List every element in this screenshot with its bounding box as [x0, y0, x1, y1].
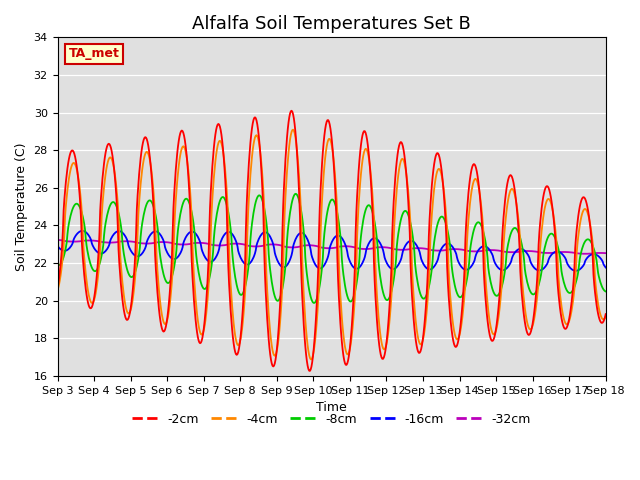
Line: -32cm: -32cm — [58, 240, 605, 254]
-8cm — [310, 300, 317, 306]
-32cm — [63, 239, 71, 244]
-32cm — [175, 241, 183, 247]
Title: Alfalfa Soil Temperatures Set B: Alfalfa Soil Temperatures Set B — [192, 15, 471, 33]
-32cm — [205, 241, 212, 247]
-8cm — [63, 231, 71, 237]
-8cm — [175, 216, 183, 222]
Line: -4cm: -4cm — [58, 130, 605, 360]
-8cm — [602, 288, 609, 294]
-2cm — [416, 350, 424, 356]
-4cm — [308, 357, 316, 362]
-8cm — [400, 209, 408, 215]
-8cm — [416, 289, 424, 295]
-4cm — [400, 157, 408, 163]
-4cm — [63, 187, 71, 193]
-2cm — [306, 368, 314, 374]
-16cm — [205, 259, 213, 264]
-32cm — [54, 237, 61, 243]
-2cm — [63, 166, 71, 171]
Legend: -2cm, -4cm, -8cm, -16cm, -32cm: -2cm, -4cm, -8cm, -16cm, -32cm — [127, 408, 536, 431]
-16cm — [602, 264, 609, 270]
-2cm — [400, 147, 408, 153]
-8cm — [120, 251, 128, 257]
-32cm — [120, 239, 128, 244]
-8cm — [54, 262, 61, 268]
Line: -8cm: -8cm — [58, 194, 605, 303]
-8cm — [205, 279, 212, 285]
-16cm — [415, 247, 423, 253]
-32cm — [398, 247, 406, 252]
-2cm — [120, 307, 128, 313]
-16cm — [177, 251, 184, 256]
-4cm — [205, 285, 212, 290]
-4cm — [602, 313, 609, 319]
-4cm — [175, 157, 183, 163]
-2cm — [205, 258, 212, 264]
-16cm — [572, 268, 580, 274]
-2cm — [288, 108, 296, 114]
-4cm — [120, 292, 128, 298]
-32cm — [602, 250, 609, 256]
-8cm — [292, 191, 300, 197]
Text: TA_met: TA_met — [68, 48, 120, 60]
-16cm — [121, 232, 129, 238]
-4cm — [416, 340, 424, 346]
X-axis label: Time: Time — [316, 401, 347, 414]
Line: -2cm: -2cm — [58, 111, 605, 371]
Y-axis label: Soil Temperature (C): Soil Temperature (C) — [15, 143, 28, 271]
-16cm — [54, 243, 61, 249]
-2cm — [54, 285, 61, 291]
-16cm — [399, 248, 407, 254]
-2cm — [175, 133, 183, 139]
-2cm — [602, 311, 609, 317]
-16cm — [63, 247, 71, 253]
-32cm — [581, 251, 589, 257]
-16cm — [79, 228, 86, 234]
-4cm — [289, 127, 297, 132]
-4cm — [54, 287, 61, 293]
Line: -16cm: -16cm — [58, 231, 605, 271]
-32cm — [414, 245, 422, 251]
